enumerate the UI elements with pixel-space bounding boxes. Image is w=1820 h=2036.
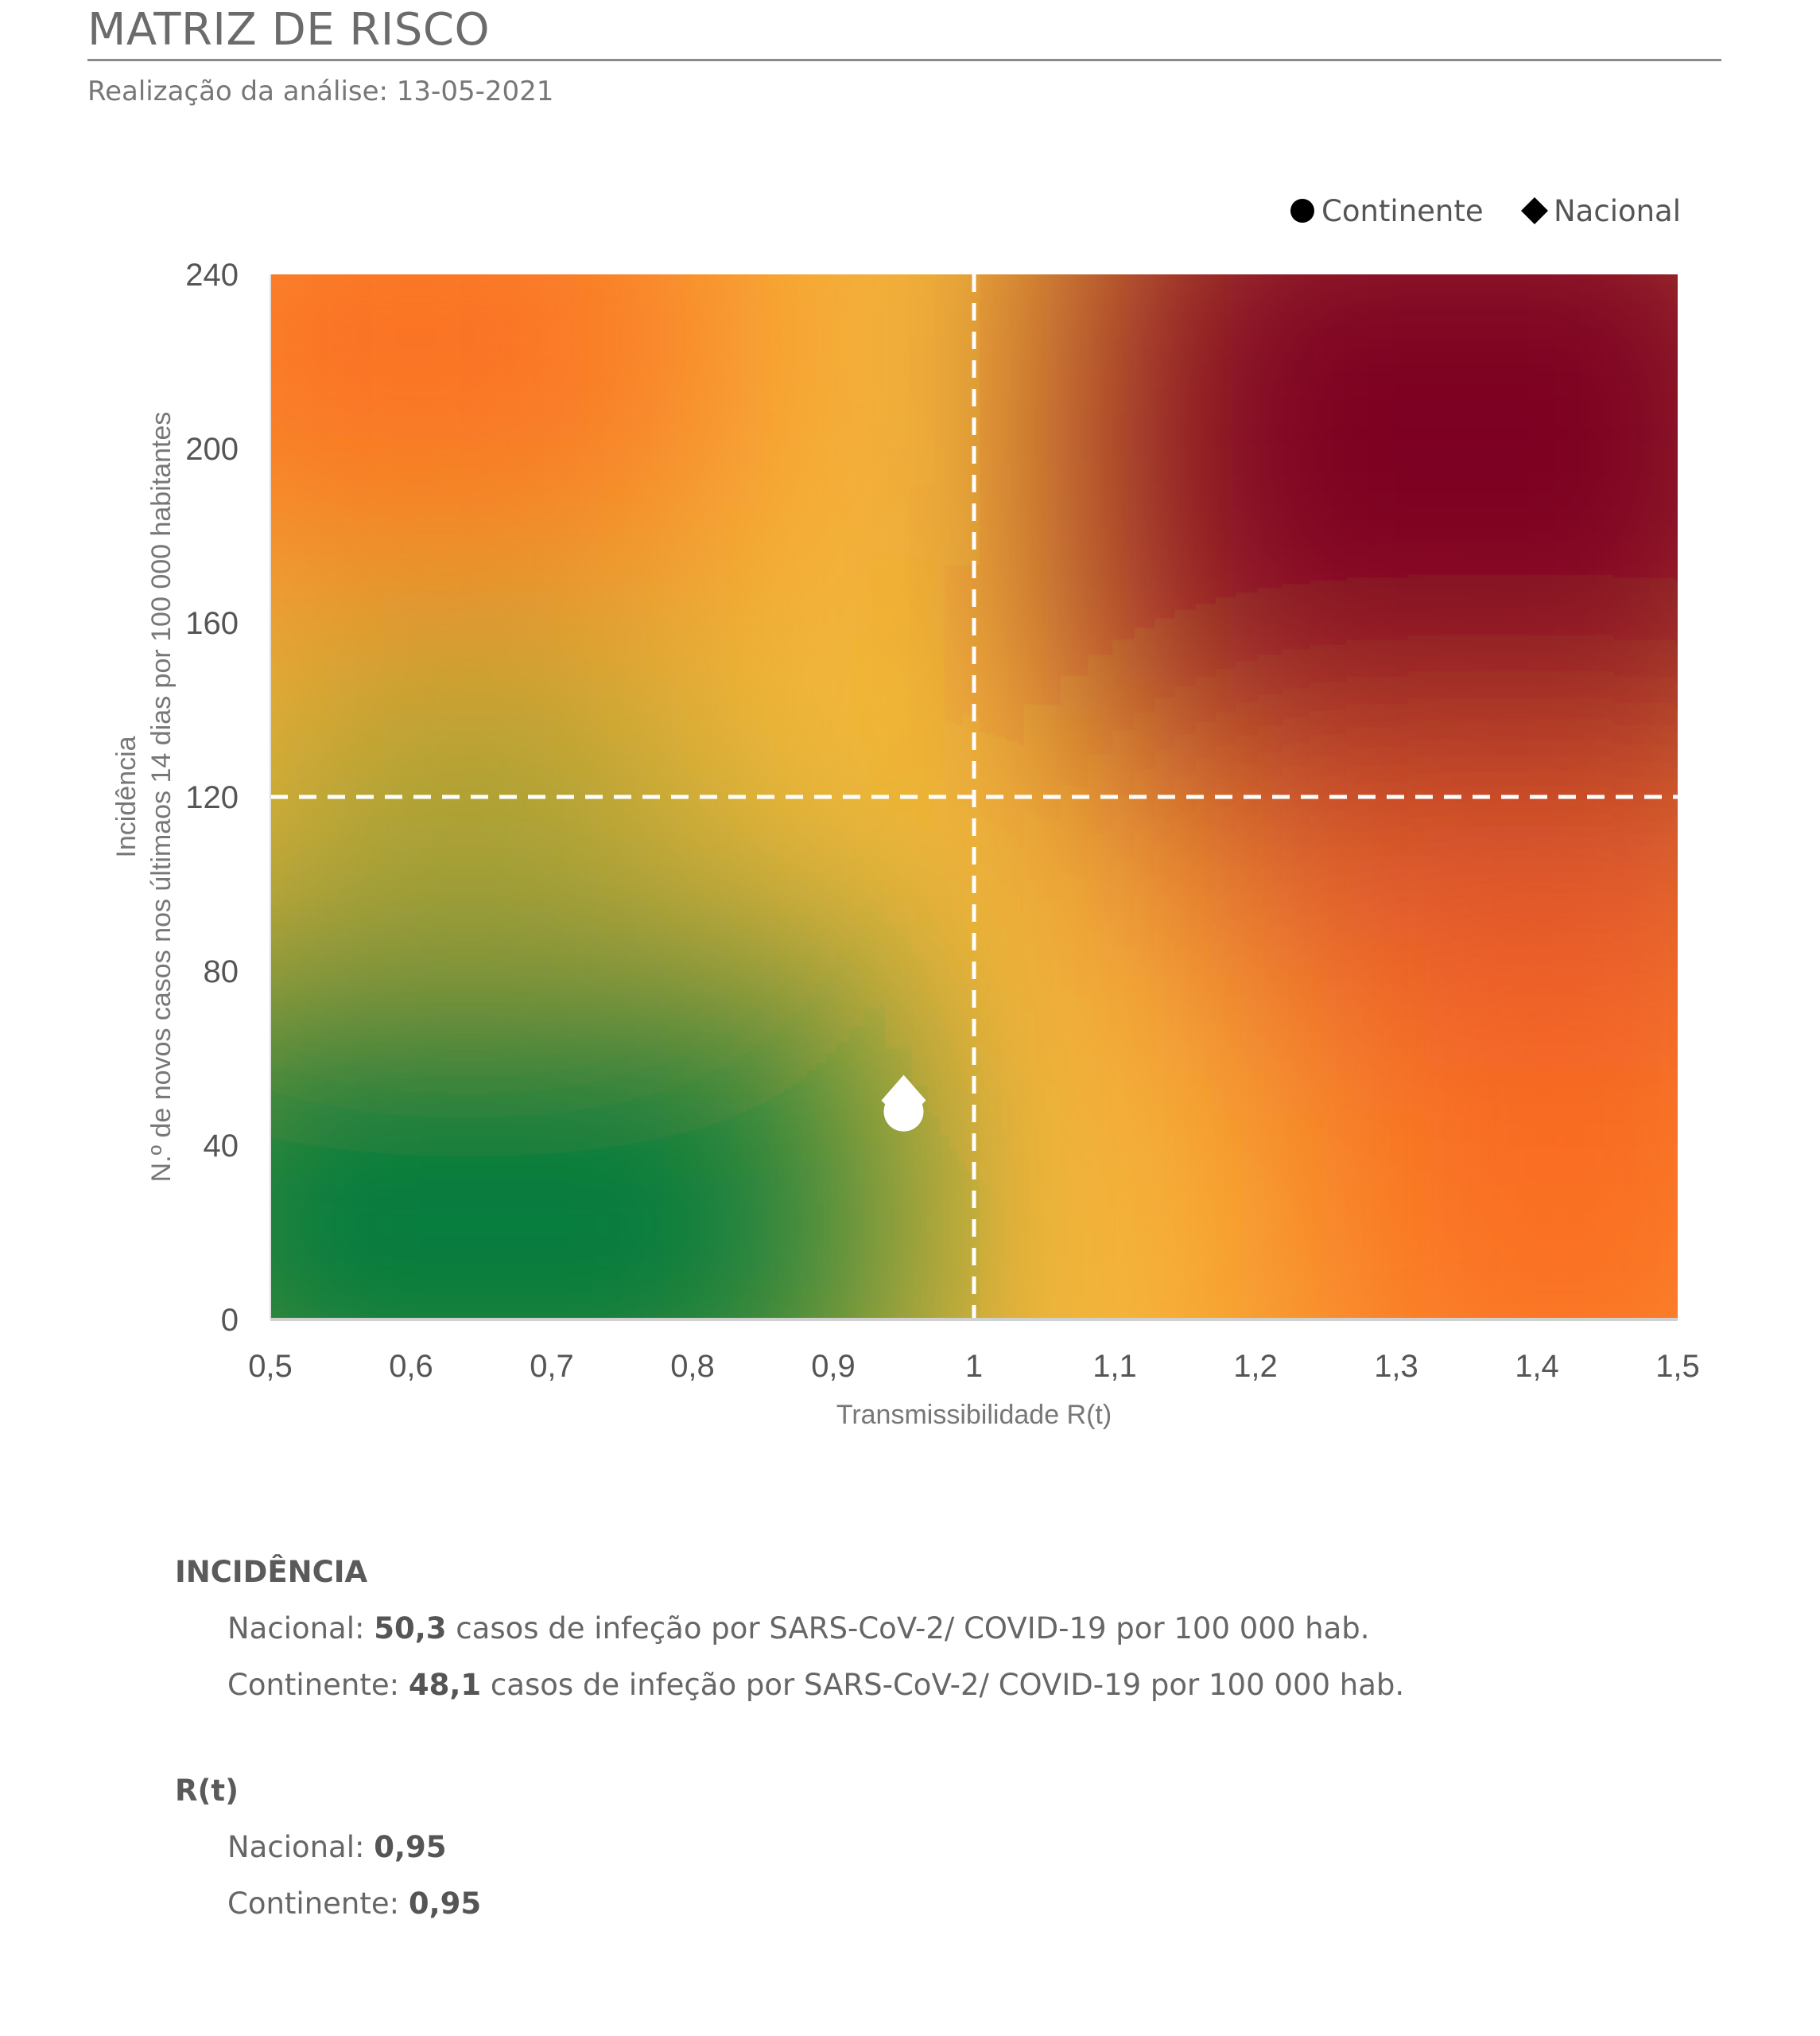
y-axis-title-line2: N.º de novos casos nos últimaos 14 dias … <box>146 412 177 1183</box>
summary-section: INCIDÊNCIA Nacional: 50,3 casos de infeç… <box>175 1555 1686 1921</box>
legend-circle-icon <box>1290 199 1314 223</box>
legend-label-nacional: Nacional <box>1554 194 1681 228</box>
bg-green <box>270 971 876 1319</box>
x-tick-label: 0,6 <box>389 1349 433 1384</box>
rt-heading: R(t) <box>175 1774 239 1808</box>
incidence-national-text: casos de infeção por SARS-CoV-2/ COVID-1… <box>446 1611 1370 1646</box>
y-tick-label: 160 <box>185 606 239 641</box>
legend-diamond-icon <box>1521 197 1548 224</box>
y-axis-title-line1: Incidência <box>111 736 142 857</box>
x-tick-label: 1,3 <box>1374 1349 1418 1384</box>
title-divider <box>87 59 1721 61</box>
x-tick-label: 1,5 <box>1655 1349 1700 1384</box>
threshold-lines <box>270 274 1678 1319</box>
incidence-national: Nacional: 50,3 casos de infeção por SARS… <box>227 1611 1686 1646</box>
x-axis-title: Transmissibilidade R(t) <box>836 1400 1112 1430</box>
x-tick-label: 1 <box>965 1349 983 1384</box>
rt-continent: Continente: 0,95 <box>227 1886 1686 1921</box>
y-tick-label: 40 <box>204 1129 239 1164</box>
incidence-continent: Continente: 48,1 casos de infeção por SA… <box>227 1668 1686 1702</box>
analysis-date: Realização da análise: 13-05-2021 <box>87 76 554 107</box>
rt-national-label: Nacional: <box>227 1830 374 1864</box>
bg-orange-bottomright <box>1283 993 1678 1319</box>
rt-continent-label: Continente: <box>227 1886 409 1921</box>
page-title: MATRIZ DE RISCO <box>87 4 491 56</box>
x-tick-label: 0,5 <box>248 1349 293 1384</box>
x-tick-label: 1,4 <box>1515 1349 1559 1384</box>
incidence-continent-text: casos de infeção por SARS-CoV-2/ COVID-1… <box>481 1668 1405 1702</box>
y-tick-label: 240 <box>185 258 239 293</box>
incidence-continent-label: Continente: <box>227 1668 409 1702</box>
legend-label-continente: Continente <box>1321 194 1484 228</box>
bg-darkred <box>1086 274 1678 754</box>
x-tick-label: 1,2 <box>1233 1349 1278 1384</box>
incidence-continent-value: 48,1 <box>408 1668 482 1702</box>
y-tick-label: 80 <box>204 954 239 989</box>
bg-orange-topleft <box>270 274 721 558</box>
rt-national: Nacional: 0,95 <box>227 1830 1686 1864</box>
page-header: MATRIZ DE RISCO Realização da análise: 1… <box>87 0 1721 107</box>
y-tick-label: 0 <box>221 1303 239 1338</box>
chart-legend: Continente Nacional <box>1290 194 1681 228</box>
incidence-heading: INCIDÊNCIA <box>175 1555 368 1589</box>
y-tick-label: 200 <box>185 432 239 467</box>
rt-continent-value: 0,95 <box>408 1886 482 1921</box>
axes: 0,5 0,6 0,7 0,8 0,9 1 1,1 1,2 1,3 1,4 1,5 0 40 80 120 1… <box>185 258 1700 1384</box>
bg-red-mid <box>1185 797 1678 993</box>
y-tick-label: 120 <box>185 780 239 815</box>
risk-matrix-chart: 0,5 0,6 0,7 0,8 0,9 1 1,1 1,2 1,3 1,4 1,5 0 40 80 120 1… <box>111 194 1700 1430</box>
x-tick-label: 0,9 <box>811 1349 856 1384</box>
rt-national-value: 0,95 <box>374 1830 447 1864</box>
data-markers <box>881 1074 926 1132</box>
incidence-national-value: 50,3 <box>374 1611 447 1646</box>
bg-olive <box>270 666 665 884</box>
x-tick-label: 1,1 <box>1092 1349 1137 1384</box>
incidence-national-label: Nacional: <box>227 1611 374 1646</box>
risk-gradient-background <box>270 274 1678 1319</box>
bg-blobs <box>270 274 1678 1319</box>
x-tick-label: 0,7 <box>530 1349 574 1384</box>
x-tick-label: 0,8 <box>670 1349 715 1384</box>
marker-nacional <box>881 1074 926 1123</box>
